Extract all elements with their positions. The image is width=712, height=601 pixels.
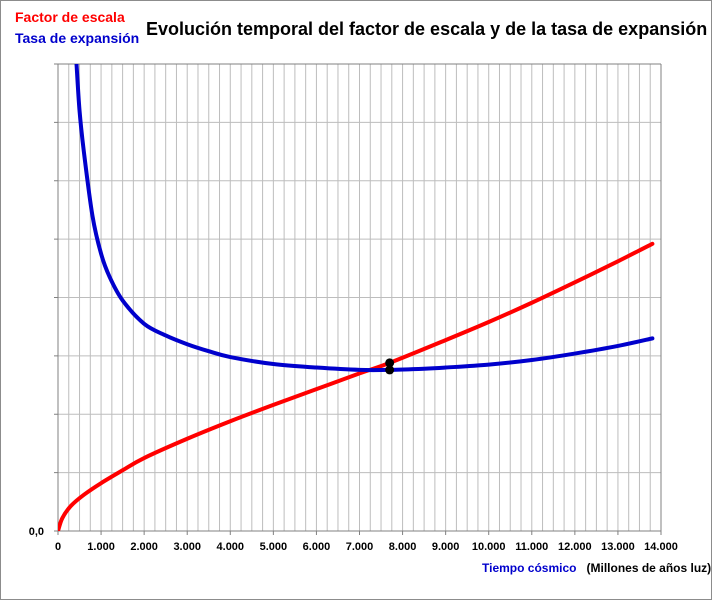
x-tick-label: 1.000 [87, 541, 115, 553]
series-line-tasa-de-expansion [74, 64, 655, 373]
x-tick-label: 10.000 [472, 541, 506, 553]
marker-factor-de-escala [385, 358, 395, 368]
x-axis-units: (Millones de años luz) [586, 561, 712, 575]
x-tick-label: 2.000 [130, 541, 158, 553]
x-tick-label: 12.000 [558, 541, 592, 553]
legend-tasa-de-expansion: Tasa de expansión [15, 30, 140, 46]
x-tick-label: 13.000 [601, 541, 635, 553]
series-line-factor-de-escala [58, 241, 655, 531]
y-tick-label: 0,0 [29, 526, 44, 538]
x-axis-title: Tiempo cósmico (Millones de años luz) [482, 561, 711, 575]
x-tick-label: 0 [55, 541, 61, 553]
x-tick-label: 5.000 [260, 541, 288, 553]
x-tick-label: 7.000 [346, 541, 374, 553]
marker-tasa-de-expansion [385, 365, 395, 375]
x-axis-label: Tiempo cósmico [482, 561, 577, 575]
x-tick-label: 11.000 [515, 541, 548, 553]
legend-factor-de-escala: Factor de escala [15, 9, 125, 25]
x-tick-label: 9.000 [432, 541, 460, 553]
x-tick-label: 14.000 [644, 541, 678, 553]
x-tick-label: 4.000 [217, 541, 245, 553]
x-tick-label: 6.000 [303, 541, 331, 553]
x-tick-label: 8.000 [389, 541, 417, 553]
chart-title: Evolución temporal del factor de escala … [146, 19, 708, 39]
x-tick-label: 3.000 [173, 541, 201, 553]
